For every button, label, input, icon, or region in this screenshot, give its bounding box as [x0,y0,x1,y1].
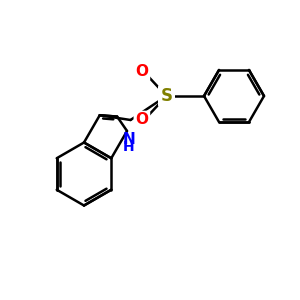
Text: O: O [135,64,148,80]
Text: S: S [160,87,172,105]
Text: H: H [123,140,134,154]
Text: O: O [135,112,148,128]
Text: N: N [122,132,135,147]
